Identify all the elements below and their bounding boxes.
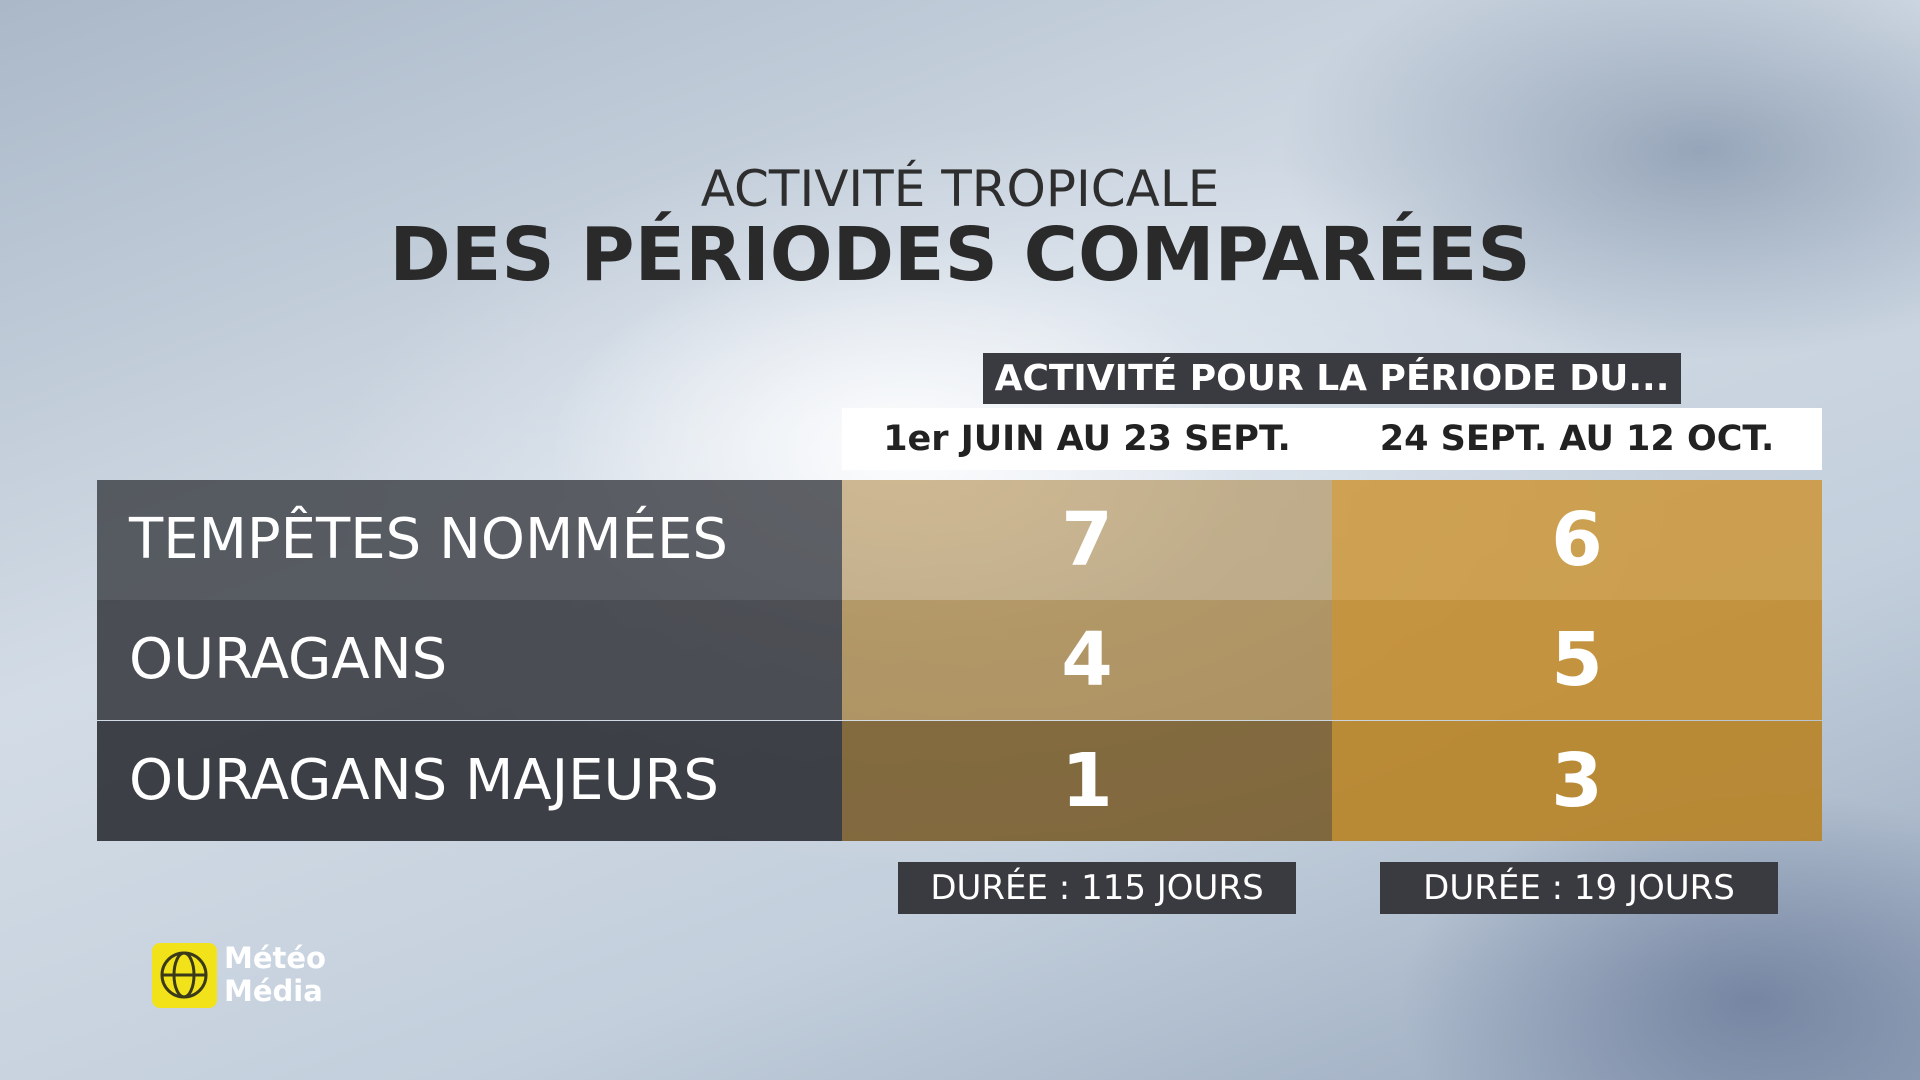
duration: DURÉE : 115 JOURS [898, 862, 1296, 914]
column-header: 24 SEPT. AU 12 OCT. [1332, 408, 1822, 470]
cell: 6 [1332, 480, 1822, 600]
group-header: ACTIVITÉ POUR LA PÉRIODE DU... [983, 353, 1681, 404]
logo-line: Météo [224, 941, 326, 975]
row-label: OURAGANS MAJEURS [97, 721, 842, 841]
cell: 7 [842, 480, 1332, 600]
logo-text: Météo Média [224, 942, 326, 1008]
cell: 1 [842, 721, 1332, 841]
subtitle: ACTIVITÉ TROPICALE [700, 160, 1220, 218]
row-label: OURAGANS [97, 600, 842, 720]
duration: DURÉE : 19 JOURS [1380, 862, 1778, 914]
column-header: 1er JUIN AU 23 SEPT. [842, 408, 1332, 470]
cell: 3 [1332, 721, 1822, 841]
cell: 4 [842, 600, 1332, 720]
cell: 5 [1332, 600, 1822, 720]
logo-icon [152, 943, 217, 1008]
logo-globe [160, 951, 208, 999]
row-label: TEMPÊTES NOMMÉES [97, 480, 842, 600]
logo-line: Média [224, 974, 323, 1008]
title: DES PÉRIODES COMPARÉES [389, 212, 1531, 298]
